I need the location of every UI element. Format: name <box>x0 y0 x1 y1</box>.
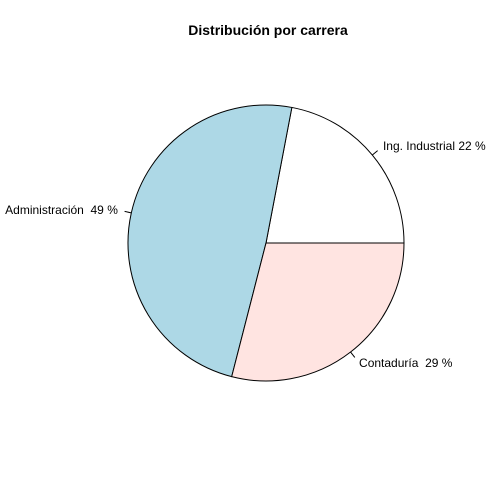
slice-label: Ing. Industrial 22 % <box>383 139 486 153</box>
chart-title: Distribución por carrera <box>188 22 348 38</box>
leader-line <box>372 150 378 156</box>
pie-labels: Ing. Industrial 22 % Administración 49 % C… <box>5 139 486 370</box>
pie-slices <box>127 104 405 382</box>
leader-line <box>350 351 356 358</box>
pie-slice-contadur-a <box>231 242 405 382</box>
slice-label: Administración 49 % <box>5 203 118 217</box>
leader-line <box>124 210 132 214</box>
slice-label: Contaduría 29 % <box>359 356 453 370</box>
